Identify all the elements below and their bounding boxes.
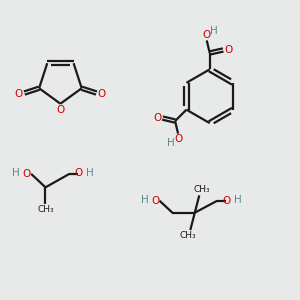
Text: O: O <box>224 45 232 55</box>
Text: O: O <box>174 134 182 144</box>
Text: O: O <box>202 30 211 40</box>
Text: CH₃: CH₃ <box>180 232 196 241</box>
Text: H: H <box>12 168 20 178</box>
Text: CH₃: CH₃ <box>37 205 54 214</box>
Text: O: O <box>15 88 23 99</box>
Text: O: O <box>223 196 231 206</box>
Text: H: H <box>141 195 148 205</box>
Text: H: H <box>167 138 175 148</box>
Text: O: O <box>23 169 31 179</box>
Text: O: O <box>75 168 83 178</box>
Text: H: H <box>234 195 242 205</box>
Text: H: H <box>86 168 94 178</box>
Text: H: H <box>210 26 218 36</box>
Text: O: O <box>98 88 106 99</box>
Text: O: O <box>56 105 64 115</box>
Text: O: O <box>153 113 162 123</box>
Text: CH₃: CH₃ <box>193 185 210 194</box>
Text: O: O <box>151 196 160 206</box>
